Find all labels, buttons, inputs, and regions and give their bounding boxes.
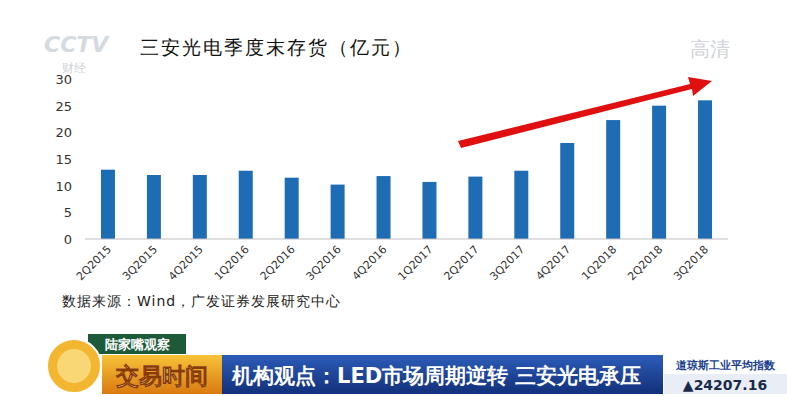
bar [285, 178, 299, 239]
x-tick-label: 2Q2017 [441, 243, 481, 283]
x-tick-label: 3Q2015 [120, 243, 160, 283]
program-tag: 陆家嘴观察 [105, 337, 170, 352]
x-tick-label: 1Q2017 [396, 243, 436, 283]
program-globe-inner [57, 349, 91, 383]
headline: 机构观点：LED市场周期逆转 三安光电承压 [231, 364, 641, 388]
x-tick-label: 4Q2015 [166, 243, 206, 283]
y-tick-label: 5 [64, 205, 72, 220]
y-tick [81, 212, 85, 213]
x-tick-label: 3Q2018 [671, 243, 711, 283]
bar [331, 185, 345, 239]
channel-sub: 财经 [62, 61, 86, 75]
channel-logo: CCTV [44, 32, 110, 57]
index-name-box [664, 355, 787, 374]
index-value: ▲24207.16 [683, 377, 767, 393]
y-tick-label: 10 [55, 179, 72, 194]
y-tick-label: 20 [55, 125, 72, 140]
x-axis-line [85, 239, 728, 240]
index-name: 道琼斯工业平均指数 [675, 359, 776, 372]
hd-mark: 高清 [690, 37, 730, 61]
y-tick [81, 79, 85, 80]
y-tick [81, 185, 85, 186]
bar [514, 171, 528, 239]
chart-title: 三安光电季度末存货（亿元） [140, 36, 413, 58]
bar [377, 176, 391, 239]
x-tick-label: 4Q2017 [533, 243, 573, 283]
y-tick-label: 15 [55, 152, 72, 167]
bar [468, 177, 482, 239]
y-tick [81, 159, 85, 160]
x-tick-label: 1Q2018 [579, 243, 619, 283]
program-globe [47, 339, 101, 393]
program-name: 交易时间 [115, 363, 208, 389]
x-tick-label: 3Q2016 [304, 243, 344, 283]
x-tick-label: 3Q2017 [487, 243, 527, 283]
y-tick [81, 105, 85, 106]
headline-bar [220, 355, 663, 394]
bar [147, 175, 161, 239]
bar [560, 143, 574, 239]
bar [698, 100, 712, 239]
x-tick-label: 2Q2018 [625, 243, 665, 283]
y-tick-label: 0 [64, 232, 72, 247]
trend-arrow [458, 77, 712, 148]
bar [422, 182, 436, 239]
index-value-box [664, 374, 787, 394]
source-note: 数据来源：Wind，广发证券发展研究中心 [62, 293, 341, 309]
program-tag-box [88, 334, 186, 354]
y-tick-label: 25 [55, 99, 72, 114]
x-tick-label: 2Q2016 [258, 243, 298, 283]
bar [101, 170, 115, 239]
bar [239, 171, 253, 239]
bars [101, 100, 712, 239]
x-tick-label: 2Q2015 [74, 243, 114, 283]
y-tick [81, 239, 85, 240]
program-box [102, 355, 222, 394]
y-tick [81, 132, 85, 133]
bar [652, 106, 666, 239]
bar [606, 120, 620, 239]
x-tick-label: 4Q2016 [350, 243, 390, 283]
background [0, 0, 787, 396]
x-tick-label: 1Q2016 [212, 243, 252, 283]
bar [193, 175, 207, 239]
